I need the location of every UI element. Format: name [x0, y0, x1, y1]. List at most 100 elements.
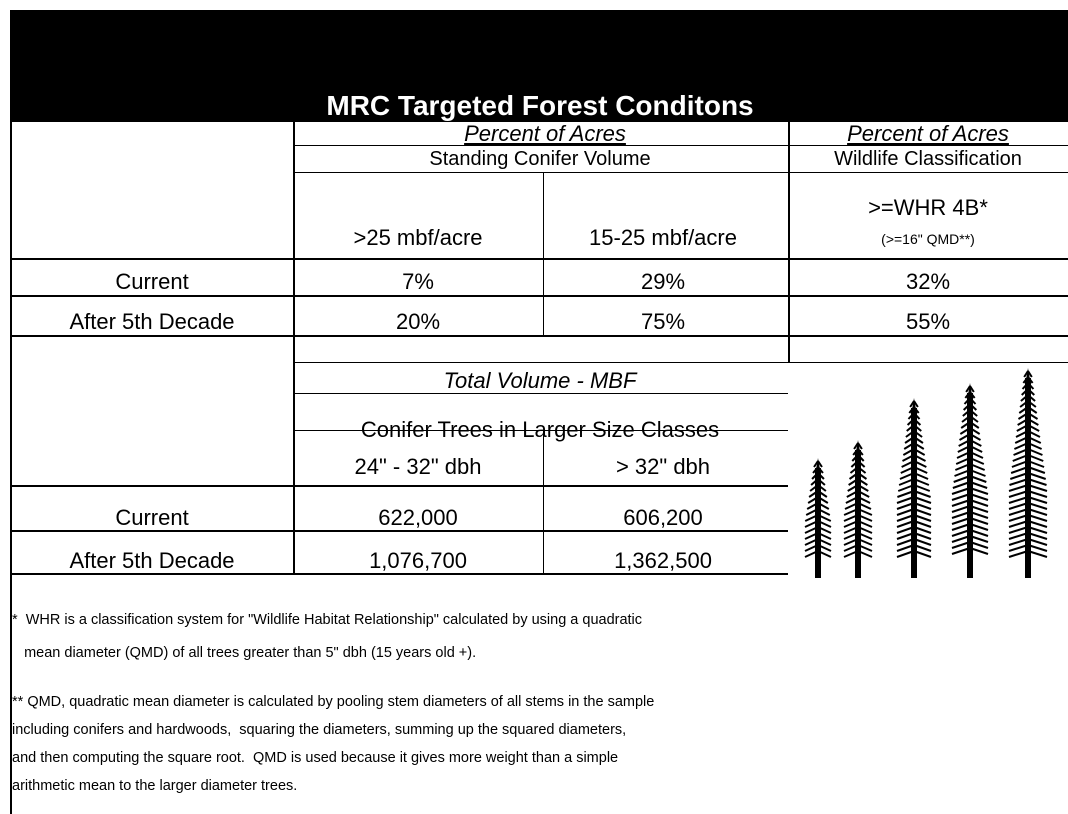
cell: 7% — [402, 271, 434, 293]
tree — [1009, 545, 1047, 551]
tree — [844, 521, 872, 527]
tree — [910, 401, 918, 407]
footnote: ** QMD, quadratic mean diameter is calcu… — [12, 695, 654, 710]
tree — [805, 545, 831, 551]
column-note: (>=16" QMD**) — [881, 232, 975, 246]
tree — [897, 539, 931, 545]
tree — [805, 539, 831, 545]
rule — [10, 335, 1068, 337]
tree — [952, 500, 988, 506]
tree — [844, 551, 872, 557]
tree — [1009, 533, 1047, 539]
tree — [897, 515, 931, 521]
cell: 29% — [641, 271, 685, 293]
rule — [10, 295, 1068, 297]
tree — [805, 527, 831, 533]
tree — [1014, 449, 1043, 455]
tree — [1009, 527, 1047, 533]
tree — [805, 521, 831, 527]
tree — [963, 410, 977, 416]
tree — [1009, 497, 1047, 503]
rule — [543, 172, 544, 335]
rule — [293, 430, 788, 431]
tree — [1010, 473, 1045, 479]
tree — [1021, 395, 1035, 401]
tree — [898, 485, 930, 491]
tree — [1017, 425, 1039, 431]
tree — [815, 468, 821, 578]
tree — [1011, 467, 1045, 473]
tree — [844, 527, 872, 533]
tree — [911, 408, 917, 578]
tree — [961, 422, 979, 428]
tree — [905, 437, 923, 443]
tree — [850, 473, 867, 479]
tree — [1022, 389, 1035, 395]
footnote: arithmetic mean to the larger diameter t… — [12, 779, 297, 794]
tree — [965, 398, 976, 404]
tree — [805, 533, 831, 539]
cell: 32% — [906, 271, 950, 293]
tree — [967, 393, 973, 578]
tree — [952, 548, 988, 554]
tree — [897, 521, 931, 527]
footnote: and then computing the square root. QMD … — [12, 751, 618, 766]
tree — [897, 491, 930, 497]
rule — [10, 258, 1068, 260]
page: MRC Targeted Forest Conditons Percent of… — [0, 0, 1068, 814]
tree — [844, 545, 872, 551]
cell: 622,000 — [378, 507, 458, 529]
tree — [1018, 413, 1037, 419]
tree — [806, 509, 830, 515]
tree — [954, 476, 987, 482]
row-label: After 5th Decade — [69, 311, 234, 333]
tree — [901, 467, 927, 473]
tree — [1009, 509, 1047, 515]
tree — [955, 464, 984, 470]
tree — [953, 482, 987, 488]
tree — [960, 434, 981, 440]
tree — [908, 413, 919, 419]
tree — [965, 392, 974, 398]
title: MRC Targeted Forest Conditons — [326, 92, 753, 120]
tree — [855, 450, 861, 578]
header: Wildlife Classification — [834, 149, 1022, 169]
tree — [1009, 491, 1047, 497]
tree — [960, 428, 979, 434]
tree — [897, 497, 931, 503]
tree — [952, 536, 988, 542]
tree — [844, 515, 872, 521]
tree — [955, 470, 986, 476]
cell: 1,362,500 — [614, 550, 712, 572]
tree — [952, 512, 988, 518]
tree — [912, 398, 916, 410]
tree — [844, 539, 872, 545]
tree — [1020, 401, 1036, 407]
header: Percent of Acres — [464, 123, 626, 145]
cell: 75% — [641, 311, 685, 333]
tree — [1009, 539, 1047, 545]
tree — [844, 509, 872, 515]
tree — [909, 407, 918, 413]
tree — [906, 431, 922, 437]
tree — [853, 449, 863, 455]
tree — [813, 467, 823, 473]
tree — [816, 458, 820, 470]
footnote: * WHR is a classification system for "Wi… — [12, 613, 642, 628]
tree — [897, 533, 931, 539]
tree — [1009, 485, 1047, 491]
cell: 1,076,700 — [369, 550, 467, 572]
tree — [849, 479, 868, 485]
row-label: Current — [115, 271, 188, 293]
rule — [293, 122, 295, 574]
row-label: Current — [115, 507, 188, 529]
rule — [10, 485, 788, 487]
column-header: >=WHR 4B* — [868, 197, 988, 219]
column-header: 15-25 mbf/acre — [589, 227, 737, 249]
rule — [293, 172, 1068, 173]
tree — [1009, 479, 1046, 485]
tree — [1018, 419, 1039, 425]
tree — [808, 497, 828, 503]
row-label: After 5th Decade — [69, 550, 234, 572]
tree — [952, 494, 988, 500]
